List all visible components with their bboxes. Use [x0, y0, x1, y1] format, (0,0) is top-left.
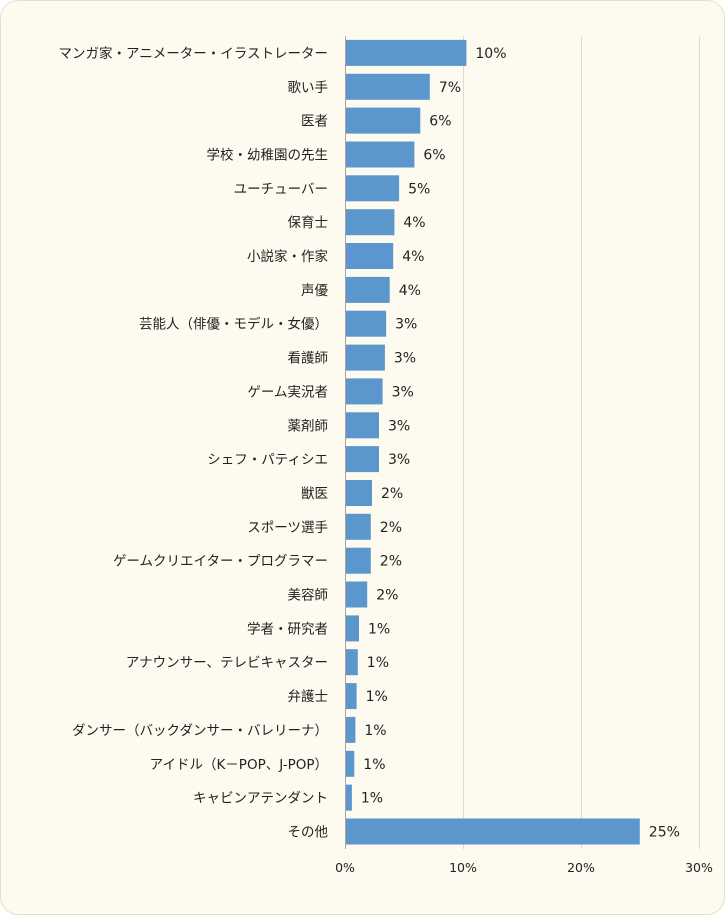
category-label: 獣医 [301, 486, 328, 502]
bar [346, 412, 379, 439]
bar [346, 480, 372, 506]
bar [346, 784, 352, 811]
data-label: 3% [394, 351, 416, 367]
category-label: 学者・研究者 [247, 621, 328, 637]
data-label: 6% [423, 148, 445, 164]
bar [346, 649, 358, 676]
bar [346, 141, 415, 168]
data-label: 7% [439, 80, 461, 96]
data-label: 1% [363, 757, 385, 773]
data-label: 2% [380, 520, 402, 536]
category-label: キャビンアテンダント [193, 791, 328, 807]
bar [346, 310, 387, 337]
category-label: 小説家・作家 [247, 248, 328, 265]
bar [346, 750, 355, 777]
x-tick-label: 0% [335, 860, 355, 875]
data-label: 4% [399, 283, 421, 299]
category-label: ダンサー（バックダンサー・バレリーナ） [72, 723, 328, 739]
category-label: 薬剤師 [288, 418, 329, 434]
x-tick-label: 20% [567, 860, 595, 875]
data-label: 1% [368, 621, 390, 637]
bar [346, 446, 379, 473]
category-label: マンガ家・アニメーター・イラストレーター [59, 45, 328, 62]
data-label: 6% [429, 114, 451, 130]
data-label: 2% [381, 486, 403, 502]
data-label: 4% [402, 249, 424, 265]
x-tick-label: 30% [685, 860, 713, 875]
category-label: スポーツ選手 [247, 520, 328, 536]
bar [346, 716, 356, 743]
data-label: 25% [649, 825, 680, 841]
data-label: 1% [364, 723, 386, 739]
x-tick-label: 10% [449, 860, 477, 875]
bar [346, 344, 385, 371]
bar [346, 175, 400, 202]
data-label: 2% [376, 588, 398, 604]
category-label: 芸能人（俳優・モデル・女優） [139, 316, 328, 333]
category-label: 美容師 [288, 587, 329, 604]
category-label: 看護師 [288, 351, 329, 367]
category-label: ゲーム実況者 [247, 384, 328, 400]
data-label: 4% [403, 215, 425, 231]
bar [346, 209, 395, 236]
category-label: 歌い手 [288, 80, 329, 96]
category-label: その他 [288, 825, 329, 841]
data-label: 1% [367, 655, 389, 671]
bar [346, 73, 430, 100]
bar [346, 378, 383, 405]
bar [346, 243, 394, 269]
data-label: 3% [388, 452, 410, 468]
data-label: 10% [475, 46, 506, 62]
data-label: 3% [392, 384, 414, 400]
category-label: 保育士 [288, 215, 329, 231]
bar [346, 581, 368, 608]
category-label: 学校・幼稚園の先生 [207, 147, 329, 164]
category-label: 弁護士 [288, 689, 329, 705]
bar [346, 615, 359, 642]
bar [346, 276, 390, 303]
bar [346, 683, 357, 710]
data-label: 1% [366, 689, 388, 705]
category-label: ゲームクリエイター・プログラマー [113, 554, 328, 570]
bar [346, 107, 421, 134]
data-label: 3% [395, 317, 417, 333]
category-label: 医者 [301, 114, 328, 130]
data-label: 5% [408, 181, 430, 197]
category-label: アイドル（K－POP、J-POP） [150, 757, 328, 773]
bar [346, 513, 371, 540]
category-label: 声優 [301, 283, 328, 299]
category-label: アナウンサー、テレビキャスター [126, 655, 328, 671]
bar [346, 818, 640, 845]
bar [346, 547, 371, 574]
data-label: 1% [361, 791, 383, 807]
category-label: シェフ・パティシエ [207, 452, 328, 468]
category-label: ユーチューバー [234, 181, 328, 197]
bar [346, 39, 467, 66]
data-label: 2% [380, 554, 402, 570]
data-label: 3% [388, 418, 410, 434]
